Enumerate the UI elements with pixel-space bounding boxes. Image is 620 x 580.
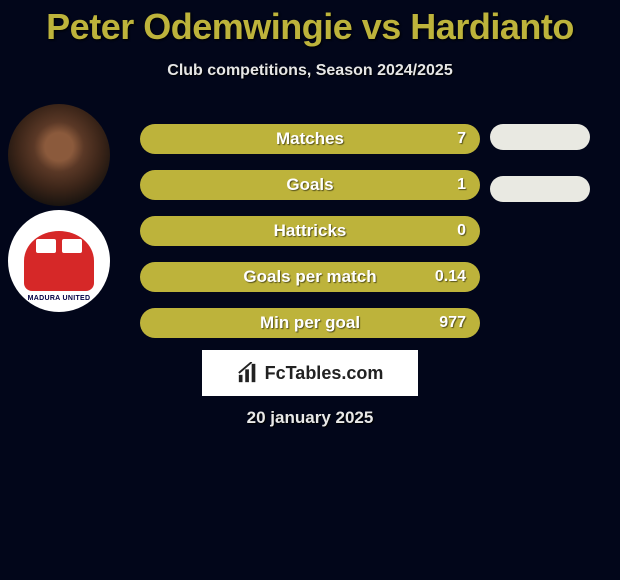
stat-bar: Goals per match 0.14 [140, 262, 480, 292]
player-avatars: MADURA UNITED [8, 104, 112, 316]
subtitle: Club competitions, Season 2024/2025 [0, 62, 620, 80]
stat-value: 0 [457, 222, 466, 240]
stat-label: Goals [140, 175, 480, 195]
bar-chart-icon [237, 362, 259, 384]
p2-pill [490, 124, 590, 150]
stat-bar: Hattricks 0 [140, 216, 480, 246]
stat-label: Goals per match [140, 267, 480, 287]
stat-label: Min per goal [140, 313, 480, 333]
stat-bar: Matches 7 [140, 124, 480, 154]
stat-value: 1 [457, 176, 466, 194]
page-title: Peter Odemwingie vs Hardianto [0, 0, 620, 48]
stat-label: Matches [140, 129, 480, 149]
date-text: 20 january 2025 [0, 408, 620, 428]
branding-banner: FcTables.com [202, 350, 418, 396]
p2-pill [490, 176, 590, 202]
player2-club-badge: MADURA UNITED [8, 210, 110, 312]
stat-value: 977 [439, 314, 466, 332]
stat-value: 0.14 [435, 268, 466, 286]
club-label: MADURA UNITED [28, 295, 91, 302]
club-badge-icon [24, 231, 94, 291]
player1-avatar [8, 104, 110, 206]
stat-bar: Min per goal 977 [140, 308, 480, 338]
stat-bar: Goals 1 [140, 170, 480, 200]
p2-stat-pills [490, 124, 600, 228]
branding-text: FcTables.com [265, 363, 384, 384]
p1-stat-bars: Matches 7 Goals 1 Hattricks 0 Goals per … [140, 124, 480, 354]
stat-value: 7 [457, 130, 466, 148]
stat-label: Hattricks [140, 221, 480, 241]
